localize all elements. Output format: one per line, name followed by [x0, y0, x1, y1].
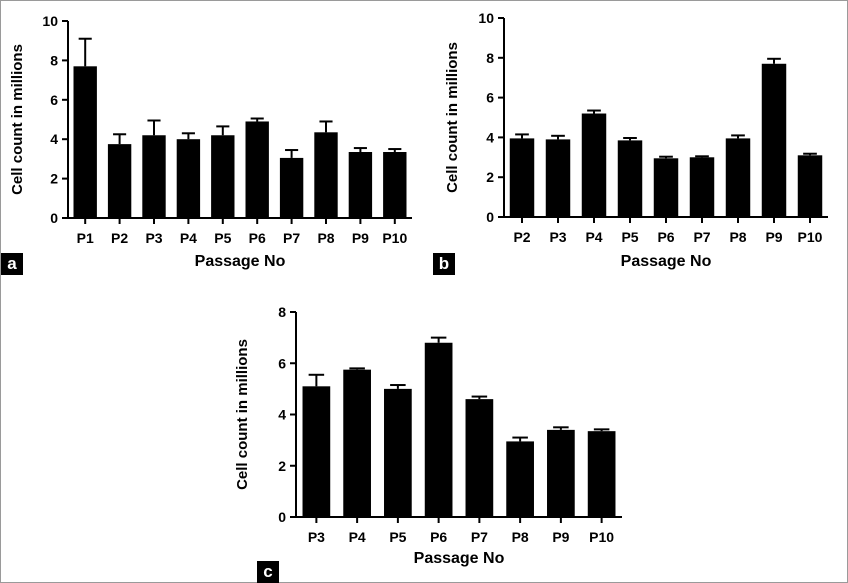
x-tick-label: P5 [214, 230, 231, 246]
y-axis-title: Cell count in millions [444, 42, 461, 193]
bar [142, 135, 166, 218]
panel-label-c: c [257, 561, 279, 583]
bar [73, 66, 97, 218]
x-tick-label: P4 [585, 229, 602, 245]
x-tick-label: P8 [729, 229, 746, 245]
x-tick-label: P10 [589, 529, 614, 545]
x-axis-title: Passage No [195, 253, 286, 270]
y-tick-label: 8 [50, 52, 58, 68]
x-tick-label: P1 [77, 230, 94, 246]
bar [302, 386, 331, 517]
bar [689, 157, 715, 217]
x-tick-label: P10 [798, 229, 823, 245]
y-tick-label: 0 [486, 209, 494, 225]
x-tick-label: P9 [552, 529, 569, 545]
y-tick-label: 6 [50, 92, 58, 108]
bar [797, 155, 823, 217]
chart-panel-c: 0 2 4 6 8 P3 P4 P5 P6 P7 P8 P9 P10 Passage No Cell cou… [200, 290, 660, 583]
bar [587, 431, 616, 517]
chart-panel-b: 0 2 4 6 8 10 P2 P3 P4 P5 P6 P7 P8 P9 P10 Passage No Cell… [424, 0, 848, 280]
y-tick-label: 2 [50, 171, 58, 187]
bar-chart-b: 0 2 4 6 8 10 P2 P3 P4 P5 P6 P7 P8 P9 P10 Passage No Cell… [444, 10, 828, 270]
y-tick-label: 2 [278, 458, 286, 474]
x-tick-label: P3 [308, 529, 325, 545]
bar [545, 139, 571, 217]
chart-panel-a: 0 2 4 6 8 10 P1 P2 P3 P4 P5 P6 P7 P8 P9 P10 Passage No Ce… [0, 0, 424, 280]
x-tick-label: P5 [621, 229, 638, 245]
x-tick-label: P10 [382, 230, 407, 246]
y-tick-label: 2 [486, 169, 494, 185]
bar [509, 138, 535, 217]
bar [424, 342, 453, 517]
y-tick-label: 8 [278, 304, 286, 320]
bar [107, 144, 132, 218]
x-tick-label: P9 [352, 230, 369, 246]
y-tick-label: 10 [478, 10, 494, 26]
y-tick-label: 4 [486, 129, 494, 145]
bar [348, 152, 373, 218]
bar [506, 441, 534, 517]
bar [725, 138, 751, 217]
x-tick-label: P7 [471, 529, 488, 545]
bar [617, 140, 643, 217]
bar-chart-a: 0 2 4 6 8 10 P1 P2 P3 P4 P5 P6 P7 P8 P9 P10 Passage No Ce… [9, 13, 412, 270]
y-tick-label: 8 [486, 50, 494, 66]
y-tick-label: 4 [50, 131, 58, 147]
x-tick-label: P7 [693, 229, 710, 245]
bar [581, 113, 607, 217]
y-axis-title: Cell count in millions [234, 339, 251, 490]
y-tick-label: 6 [278, 355, 286, 371]
panel-label-b: b [433, 253, 455, 275]
x-tick-label: P2 [513, 229, 530, 245]
bar [465, 399, 494, 517]
bar [211, 135, 235, 218]
y-tick-label: 4 [278, 407, 286, 423]
x-tick-label: P4 [349, 529, 366, 545]
x-tick-label: P8 [512, 529, 529, 545]
bar [245, 121, 269, 218]
x-tick-label: P9 [765, 229, 782, 245]
bar [653, 158, 679, 217]
bar [761, 63, 787, 217]
panel-label-a: a [1, 253, 23, 275]
x-axis-title: Passage No [621, 253, 712, 270]
x-tick-label: P2 [111, 230, 128, 246]
bar [343, 369, 371, 517]
x-tick-label: P7 [283, 230, 300, 246]
x-tick-label: P3 [549, 229, 566, 245]
x-tick-label: P5 [389, 529, 406, 545]
y-tick-label: 10 [42, 13, 58, 29]
x-tick-label: P6 [249, 230, 266, 246]
bar [547, 429, 575, 517]
x-tick-label: P3 [145, 230, 162, 246]
bar [176, 139, 201, 218]
x-axis-title: Passage No [414, 550, 505, 567]
bar-chart-c: 0 2 4 6 8 P3 P4 P5 P6 P7 P8 P9 P10 Passage No Cell cou… [234, 304, 622, 567]
x-tick-label: P6 [657, 229, 674, 245]
y-tick-label: 0 [50, 210, 58, 226]
y-axis-title: Cell count in millions [9, 44, 26, 195]
bar [314, 132, 338, 218]
x-tick-label: P6 [430, 529, 447, 545]
x-tick-label: P8 [317, 230, 334, 246]
bar [279, 157, 304, 218]
y-tick-label: 6 [486, 90, 494, 106]
bar [384, 388, 412, 517]
y-tick-label: 0 [278, 509, 286, 525]
x-tick-label: P4 [180, 230, 197, 246]
bar [383, 152, 407, 218]
